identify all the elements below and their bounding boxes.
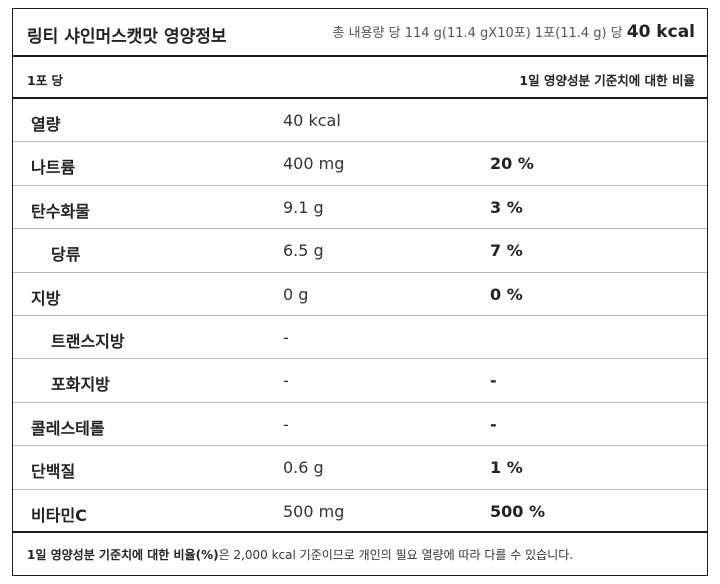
nutrient-name: 단백질 xyxy=(31,462,76,482)
nutrient-row-fat: 지방 0 g 0 % xyxy=(13,273,707,316)
nutrient-amount: 400 mg xyxy=(283,154,345,174)
nutrient-percent: 20 % xyxy=(490,154,534,174)
footnote-bold: 1일 영양성분 기준치에 대한 비율(%) xyxy=(27,548,219,562)
product-title: 링티 샤인머스캣맛 영양정보 xyxy=(27,27,227,47)
nutrient-name: 당류 xyxy=(51,245,81,265)
footnote-text: 은 2,000 kcal 기준이므로 개인의 필요 열량에 따라 다를 수 있습… xyxy=(218,548,574,562)
nutrient-row-carbohydrate: 탄수화물 9.1 g 3 % xyxy=(13,186,707,230)
daily-value-label: 1일 영양성분 기준치에 대한 비율 xyxy=(519,73,695,88)
nutrient-amount: 6.5 g xyxy=(283,241,324,261)
column-header-row: 1포 당 1일 영양성분 기준치에 대한 비율 xyxy=(13,57,707,99)
nutrient-name: 지방 xyxy=(31,288,61,308)
calories-total: 40 kcal xyxy=(626,22,695,42)
nutrient-row-vitamin-c: 비타민C 500 mg 500 % xyxy=(13,490,707,533)
nutrient-amount: - xyxy=(283,371,289,391)
nutrient-name: 트랜스지방 xyxy=(51,331,125,351)
nutrient-row-sodium: 나트륨 400 mg 20 % xyxy=(13,142,707,186)
nutrient-row-sugars: 당류 6.5 g 7 % xyxy=(13,229,707,273)
footnote: 1일 영양성분 기준치에 대한 비율(%)은 2,000 kcal 기준이므로 … xyxy=(27,546,573,563)
nutrient-name: 포화지방 xyxy=(51,375,110,395)
nutrition-facts-panel: 링티 샤인머스캣맛 영양정보 총 내용량 당 114 g(11.4 gX10포)… xyxy=(12,8,708,576)
nutrient-name: 콜레스테롤 xyxy=(31,418,105,438)
nutrient-row-trans-fat: 트랜스지방 - xyxy=(13,316,707,360)
nutrient-name: 나트륨 xyxy=(31,158,76,178)
per-serving-label: 1포 당 xyxy=(27,73,64,88)
nutrient-percent: 7 % xyxy=(490,241,523,261)
nutrient-row-cholesterol: 콜레스테롤 - - xyxy=(13,403,707,447)
nutrient-amount: 9.1 g xyxy=(283,197,324,217)
nutrient-percent: - xyxy=(490,414,497,434)
nutrient-table: 열량 40 kcal 나트륨 400 mg 20 % 탄수화물 9.1 g 3 … xyxy=(13,99,707,533)
nutrient-row-calories: 열량 40 kcal xyxy=(13,99,707,143)
nutrient-name: 비타민C xyxy=(31,505,87,525)
serving-size-text: 총 내용량 당 114 g(11.4 gX10포) 1포(11.4 g) 당 xyxy=(332,26,623,41)
nutrient-percent: 500 % xyxy=(490,501,545,521)
nutrition-header: 링티 샤인머스캣맛 영양정보 총 내용량 당 114 g(11.4 gX10포)… xyxy=(13,9,707,57)
nutrient-percent: 0 % xyxy=(490,284,523,304)
nutrient-row-saturated-fat: 포화지방 - - xyxy=(13,359,707,403)
nutrient-name: 탄수화물 xyxy=(31,201,90,221)
nutrient-percent: - xyxy=(490,371,497,391)
nutrient-row-protein: 단백질 0.6 g 1 % xyxy=(13,446,707,490)
serving-info: 총 내용량 당 114 g(11.4 gX10포) 1포(11.4 g) 당 40… xyxy=(333,22,695,42)
nutrient-amount: 40 kcal xyxy=(283,111,341,130)
nutrient-amount: 500 mg xyxy=(283,501,345,521)
nutrient-amount: 0.6 g xyxy=(283,458,324,478)
nutrient-name: 열량 xyxy=(31,115,61,134)
nutrient-amount: 0 g xyxy=(283,284,309,304)
nutrient-amount: - xyxy=(283,327,289,347)
nutrient-amount: - xyxy=(283,414,289,434)
nutrient-percent: 3 % xyxy=(490,197,523,217)
nutrient-percent: 1 % xyxy=(490,458,523,478)
